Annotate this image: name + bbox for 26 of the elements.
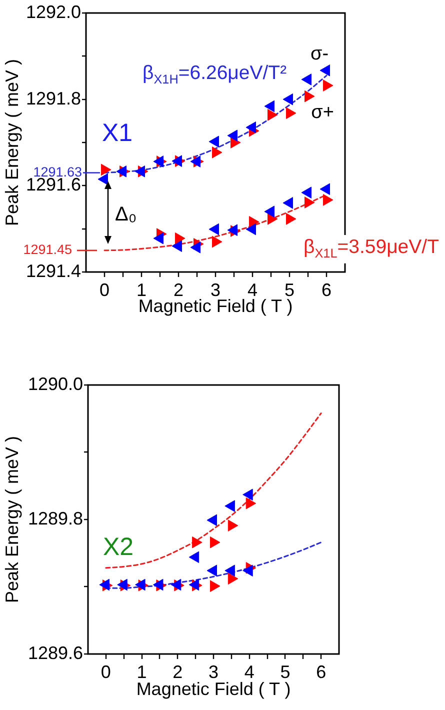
y-tick-label: 1292.0 xyxy=(26,2,81,22)
annotation: Δ₀ xyxy=(115,204,137,226)
x-tick-label: 6 xyxy=(321,280,332,300)
x-tick-label: 5 xyxy=(280,662,290,682)
x-tick-label: 3 xyxy=(208,662,219,682)
y-tick-label: 1290.0 xyxy=(28,374,83,394)
y-axis-title: Peak Energy ( meV ) xyxy=(2,58,22,226)
y-axis-title: Peak Energy ( meV ) xyxy=(2,436,22,604)
x-tick-label: 6 xyxy=(316,662,326,682)
x-tick-label: 1 xyxy=(136,662,147,682)
y-tick-label: 1289.6 xyxy=(28,642,83,663)
series-label: σ+ xyxy=(311,102,334,123)
x-axis-title: Magnetic Field ( T ) xyxy=(136,679,291,700)
x-tick-label: 0 xyxy=(100,662,111,682)
annotation: X1 xyxy=(102,118,133,147)
y-tick-label: 1291.8 xyxy=(26,88,81,108)
line-series xyxy=(105,412,322,569)
y-tick-label: 1289.8 xyxy=(28,508,83,528)
x-tick-label: 4 xyxy=(244,662,254,682)
series-label: σ- xyxy=(310,44,329,65)
y-tick-label: 1291.4 xyxy=(26,260,81,281)
ref-line-label: 1291.63 xyxy=(33,164,82,180)
x-tick-label: 2 xyxy=(172,662,183,682)
x-tick-label: 0 xyxy=(99,280,110,300)
ref-line-label: 1291.45 xyxy=(23,242,72,258)
annotation: X2 xyxy=(103,532,134,561)
